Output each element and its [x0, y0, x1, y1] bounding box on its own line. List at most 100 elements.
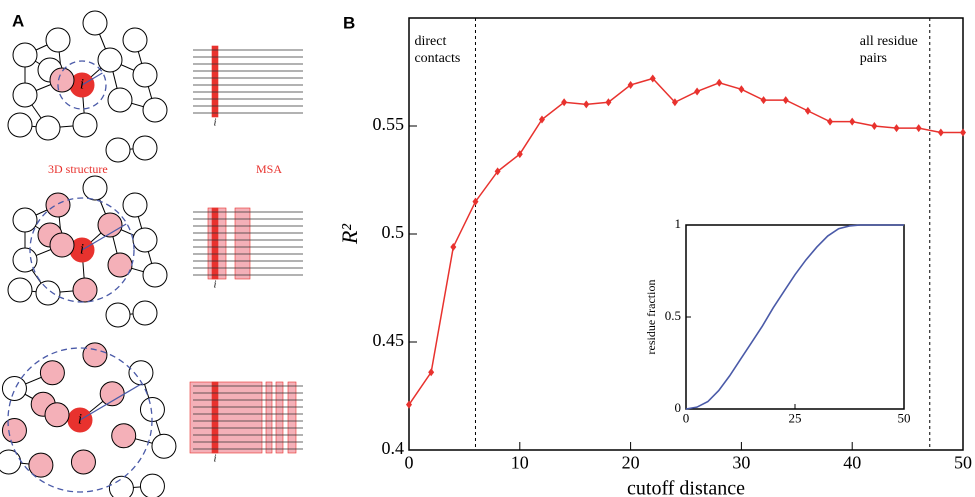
residue: [107, 87, 133, 113]
residue: [12, 82, 38, 108]
data-point: [937, 128, 944, 137]
y-tick-label: 0.5: [665, 308, 681, 323]
msa-column: [287, 381, 297, 454]
residue-label: i: [80, 241, 84, 257]
residue: [82, 342, 108, 368]
residue: [28, 452, 54, 478]
residue-label: i: [80, 76, 84, 92]
data-point: [494, 167, 501, 176]
panel-label: A: [12, 11, 24, 30]
residue: [7, 277, 33, 303]
data-point: [561, 98, 568, 107]
residue: [111, 423, 137, 449]
y-tick-label: 0.45: [373, 330, 405, 350]
data-point: [538, 115, 545, 124]
residue: [72, 277, 98, 303]
cutoff-circle: [29, 197, 135, 303]
residue: [12, 207, 38, 233]
data-point: [627, 80, 634, 89]
residue-label: i: [78, 411, 82, 427]
residue: [105, 302, 131, 328]
caption: MSA: [256, 162, 282, 176]
y-tick-label: 0: [675, 400, 682, 415]
residue: [1, 376, 27, 401]
data-point: [605, 98, 612, 107]
residue: [12, 247, 38, 273]
msa-index: i: [214, 453, 217, 464]
residue: [139, 397, 165, 422]
data-point: [406, 400, 412, 409]
y-tick-label: 0.5: [382, 222, 405, 242]
msa-column: [211, 45, 219, 118]
residue: [151, 433, 177, 459]
residue: [44, 402, 70, 428]
residue: [97, 212, 123, 238]
data-point: [960, 128, 966, 137]
plot-frame: [685, 224, 905, 410]
msa-column: [275, 381, 284, 454]
data-point: [849, 117, 856, 126]
annotation: direct: [414, 34, 446, 49]
radius-arrow: [81, 223, 127, 251]
residue: [35, 115, 61, 141]
data-point: [804, 106, 811, 115]
panel-label: B: [343, 13, 355, 32]
x-tick-label: 0: [683, 410, 690, 425]
msa-column: [189, 381, 263, 454]
msa-column: [265, 381, 273, 454]
data-point: [450, 242, 457, 251]
y-tick-label: 0.55: [373, 114, 405, 134]
residue: [122, 192, 148, 218]
residue: [45, 192, 71, 218]
x-axis-label: cutoff distance: [627, 478, 745, 497]
data-point: [716, 78, 723, 87]
data-point: [649, 74, 656, 83]
data-point: [428, 368, 435, 377]
residue: [122, 27, 148, 53]
residue: [142, 262, 168, 288]
x-tick-label: 50: [898, 410, 911, 425]
x-tick-label: 30: [732, 453, 750, 473]
data-point: [583, 100, 590, 109]
residue: [12, 42, 38, 68]
data-point: [893, 124, 900, 133]
residue: [142, 97, 168, 123]
annotation: all residue: [860, 34, 918, 49]
cutoff-circle: [7, 347, 153, 493]
y-axis-label: R²: [337, 224, 362, 245]
data-point: [738, 85, 745, 94]
x-tick-label: 40: [843, 453, 861, 473]
data-point: [871, 122, 878, 130]
residue: [45, 27, 71, 53]
data-point: [516, 150, 523, 159]
caption: 3D structure: [48, 162, 108, 176]
x-tick-label: 50: [954, 453, 972, 473]
y-axis-label: residue fraction: [644, 280, 658, 355]
y-tick-label: 1: [675, 216, 682, 231]
x-tick-label: 10: [511, 453, 529, 473]
residue: [105, 137, 131, 163]
residue: [132, 135, 158, 161]
series-line: [408, 77, 963, 406]
residue: [132, 227, 158, 253]
x-tick-label: 20: [622, 453, 640, 473]
residue: [7, 112, 33, 138]
data-point: [671, 98, 678, 107]
residue: [72, 112, 98, 138]
annotation: pairs: [860, 51, 887, 66]
residue: [99, 381, 125, 407]
msa-index: i: [214, 279, 217, 290]
residue: [132, 62, 158, 88]
y-tick-label: 0.4: [382, 438, 405, 458]
msa-column: [211, 207, 219, 280]
residue: [108, 475, 134, 497]
cutoff-circle: [57, 60, 107, 110]
radius-arrow: [79, 383, 142, 421]
residue: [1, 418, 27, 443]
x-tick-label: 0: [405, 453, 414, 473]
residue: [132, 300, 158, 326]
data-point: [472, 197, 479, 206]
data-point: [694, 87, 701, 96]
residue: [0, 449, 22, 475]
residue: [39, 360, 65, 386]
